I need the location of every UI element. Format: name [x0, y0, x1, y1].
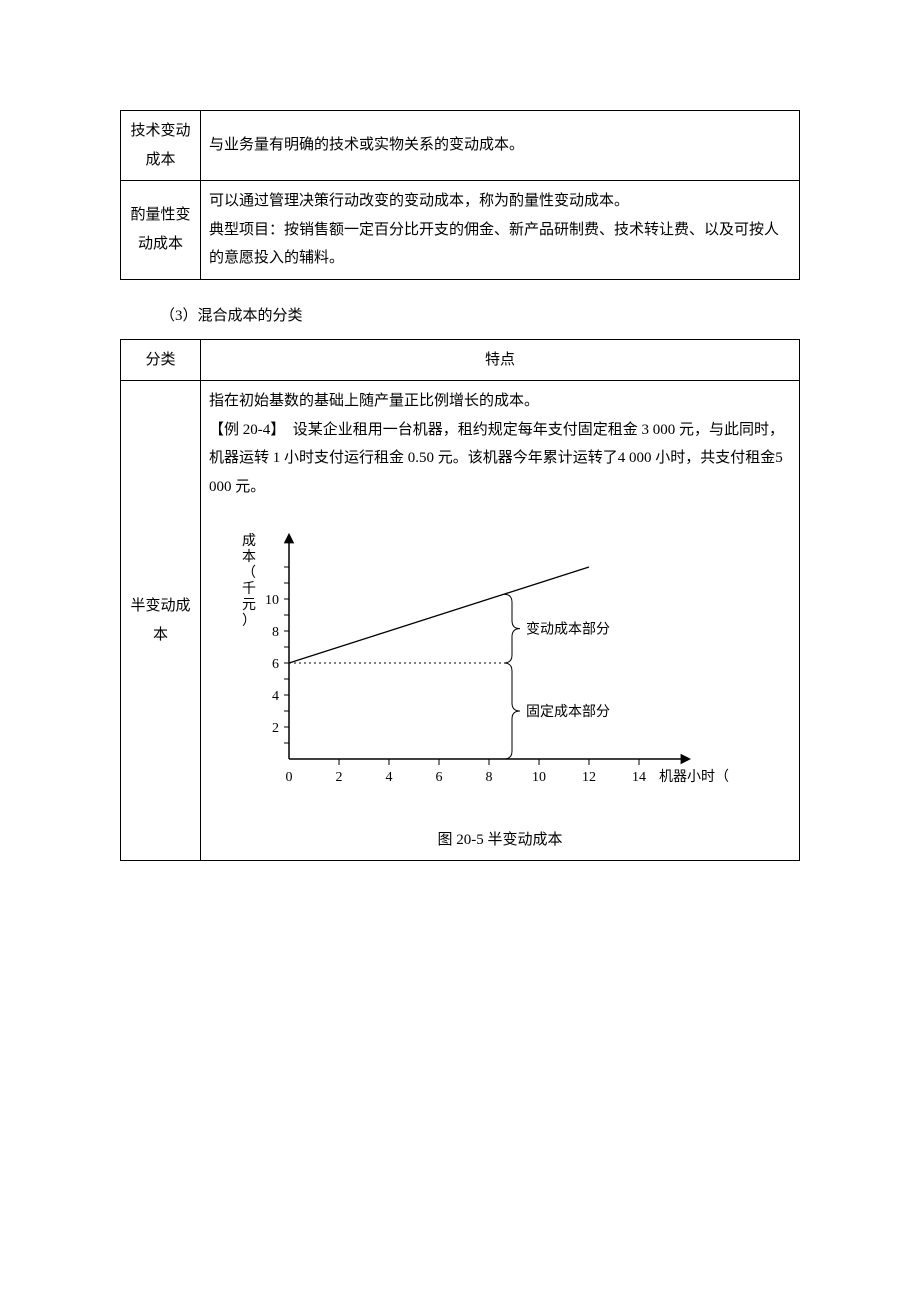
- svg-text:成: 成: [242, 533, 256, 549]
- section-title: （3）混合成本的分类: [160, 304, 800, 325]
- variable-cost-table: 技术变动成本 与业务量有明确的技术或实物关系的变动成本。 酌量性变动成本 可以通…: [120, 110, 800, 280]
- svg-text:元: 元: [242, 598, 256, 613]
- svg-text:）: ）: [242, 613, 256, 629]
- svg-text:2: 2: [272, 721, 279, 736]
- row-content: 指在初始基数的基础上随产量正比例增长的成本。【例 20-4】 设某企业租用一台机…: [201, 381, 800, 861]
- table-row: 技术变动成本 与业务量有明确的技术或实物关系的变动成本。: [121, 111, 800, 181]
- svg-text:变动成本部分: 变动成本部分: [526, 622, 610, 638]
- page: 技术变动成本 与业务量有明确的技术或实物关系的变动成本。 酌量性变动成本 可以通…: [0, 0, 920, 1302]
- table-row: 半变动成本 指在初始基数的基础上随产量正比例增长的成本。【例 20-4】 设某企…: [121, 381, 800, 861]
- row-text: 可以通过管理决策行动改变的变动成本，称为酌量性变动成本。典型项目：按销售额一定百…: [201, 181, 800, 280]
- row-label: 酌量性变动成本: [121, 181, 201, 280]
- svg-text:4: 4: [386, 770, 393, 785]
- svg-text:4: 4: [272, 689, 279, 704]
- mixed-cost-table: 分类 特点 半变动成本 指在初始基数的基础上随产量正比例增长的成本。【例 20-…: [120, 339, 800, 862]
- svg-text:6: 6: [436, 770, 443, 785]
- svg-text:14: 14: [632, 770, 646, 785]
- svg-text:2: 2: [336, 770, 343, 785]
- svg-text:固定成本部分: 固定成本部分: [526, 704, 610, 720]
- svg-text:0: 0: [286, 770, 293, 785]
- table-header-row: 分类 特点: [121, 339, 800, 381]
- svg-text:12: 12: [582, 770, 596, 785]
- col-header-feature: 特点: [201, 339, 800, 381]
- svg-text:8: 8: [486, 770, 493, 785]
- row-text: 指在初始基数的基础上随产量正比例增长的成本。【例 20-4】 设某企业租用一台机…: [209, 387, 791, 501]
- col-header-category: 分类: [121, 339, 201, 381]
- chart-svg: 2 4 6 8 10 0 2 4 6 8 10 12 14 机器小时（千时） 成本（千元） 变动成本部分固定成…: [209, 509, 729, 809]
- svg-text:（: （: [242, 565, 256, 581]
- semi-variable-cost-chart: 2 4 6 8 10 0 2 4 6 8 10 12 14 机器小时（千时） 成本（千元） 变动成本部分固定成…: [209, 509, 791, 820]
- chart-caption: 图 20-5 半变动成本: [209, 826, 791, 855]
- svg-text:6: 6: [272, 657, 279, 672]
- svg-text:本: 本: [242, 549, 256, 565]
- svg-text:8: 8: [272, 625, 279, 640]
- svg-text:10: 10: [532, 770, 546, 785]
- table-row: 酌量性变动成本 可以通过管理决策行动改变的变动成本，称为酌量性变动成本。典型项目…: [121, 181, 800, 280]
- svg-text:10: 10: [265, 593, 279, 608]
- row-text: 与业务量有明确的技术或实物关系的变动成本。: [201, 111, 800, 181]
- svg-text:千: 千: [242, 581, 256, 597]
- row-label: 半变动成本: [121, 381, 201, 861]
- svg-text:机器小时（千时）: 机器小时（千时）: [659, 769, 729, 785]
- row-label: 技术变动成本: [121, 111, 201, 181]
